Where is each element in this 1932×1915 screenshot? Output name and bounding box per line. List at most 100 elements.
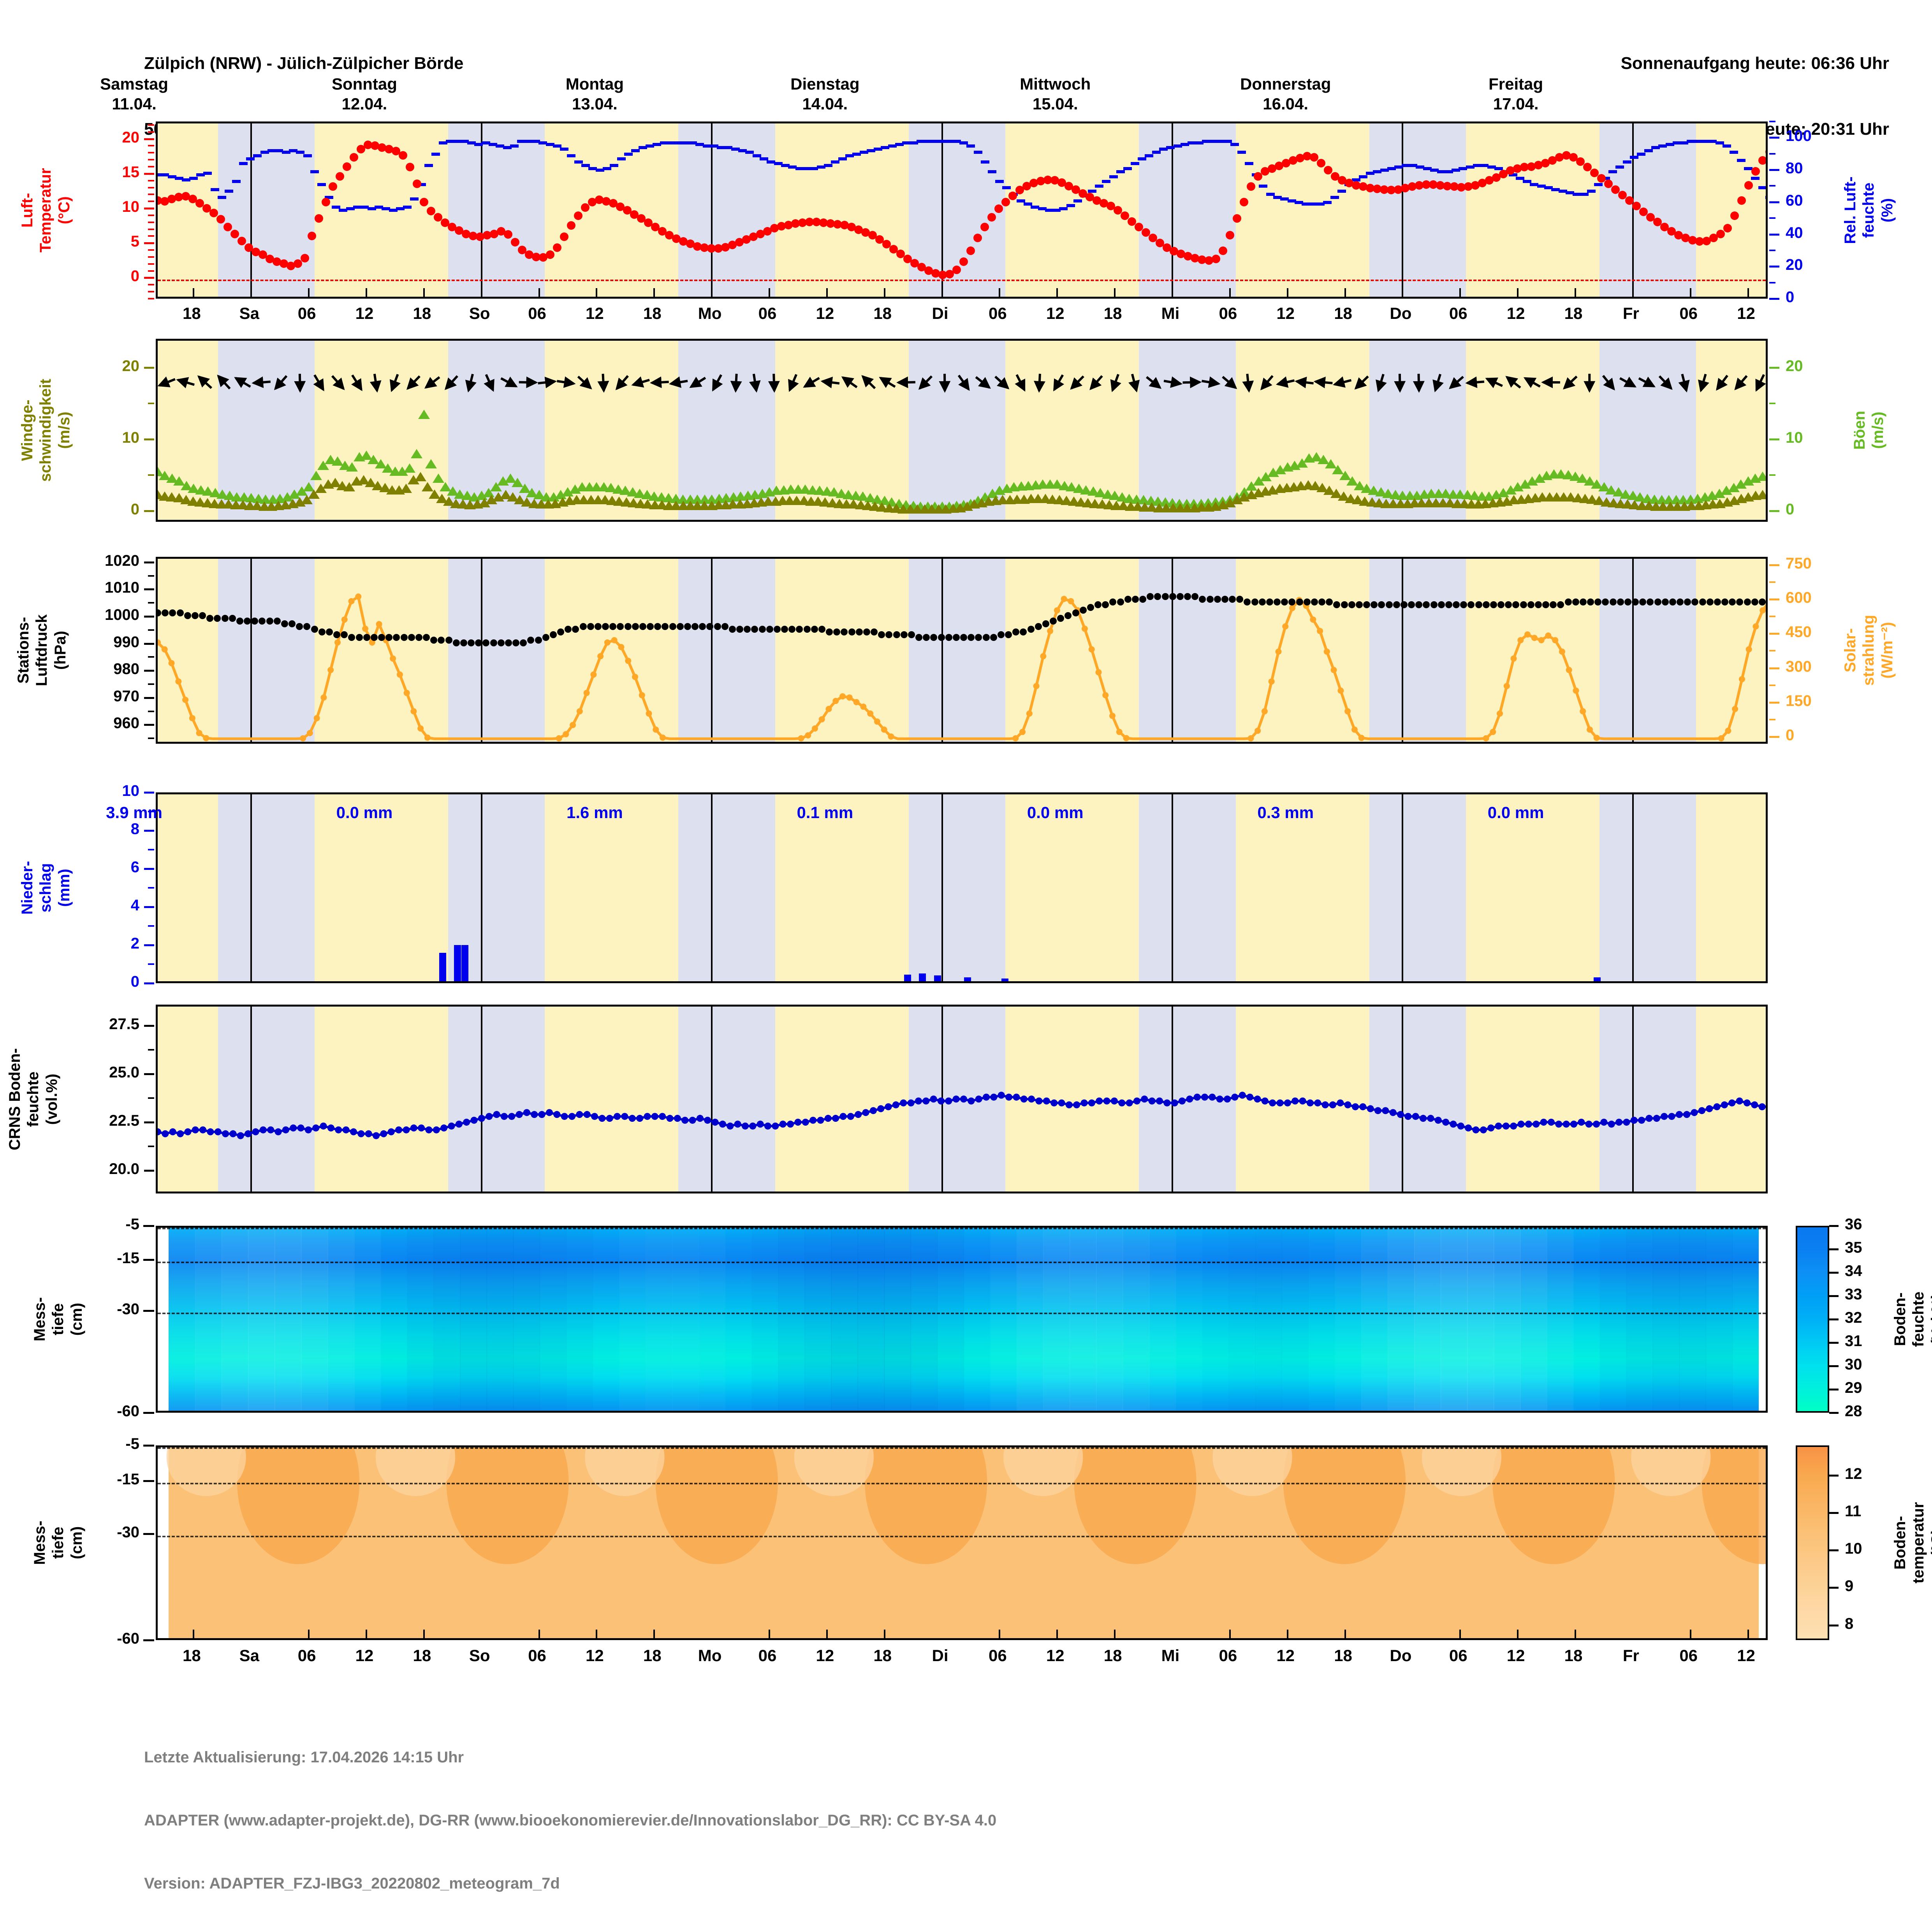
depth-axis-tick [143,1533,154,1535]
precipitation-bar [934,975,941,981]
temperature-marker [1758,156,1767,165]
pressure-marker [281,620,288,627]
axis-tick-label: 8 [131,820,139,838]
day-header-date: 17.04. [1415,94,1617,114]
pressure-marker [699,623,706,630]
temperature-marker [1324,166,1332,174]
axis-tick-label: 10 [122,429,140,447]
axis-minor-tick [1769,367,1775,368]
pressure-marker [833,628,840,635]
axis-title: Böen (m/s) [1842,333,1896,528]
pressure-marker [453,639,460,646]
pressure-marker [1356,601,1363,608]
pressure-marker [744,626,751,633]
depth-gridline [158,1228,1766,1229]
x-axis-tick [596,288,597,297]
axis-minor-tick [148,229,154,230]
humidity-marker [1730,151,1738,154]
axis-tick-label: 0 [1786,727,1794,744]
midnight-gridline [1172,794,1173,981]
axis-minor-tick [1769,201,1775,203]
temperature-marker [1001,198,1010,206]
humidity-marker [1073,199,1082,202]
pressure-marker [318,628,326,635]
pressure-marker [222,615,229,622]
humidity-marker [1138,157,1146,160]
axis-minor-tick [148,474,154,476]
pressure-marker [542,634,549,641]
temperature-marker [581,203,589,212]
day-header-date: 14.04. [724,94,926,114]
pressure-marker [1207,596,1214,603]
pressure-marker [199,612,206,619]
colorbar-tick [1829,1475,1839,1477]
midnight-gridline [1402,123,1403,297]
axis-minor-tick [148,982,154,984]
pressure-marker [1572,598,1579,605]
humidity-marker [574,160,583,164]
humidity-marker [510,144,519,148]
humidity-marker [232,180,241,183]
precipitation-daily-total: 0.0 mm [267,803,462,822]
x-axis-tick [999,288,1000,297]
temperature-marker [980,223,989,231]
plot-temperature-humidity [156,121,1768,299]
wind-direction-arrows [158,341,1768,522]
axis-minor-tick [1769,650,1775,651]
depth-axis-tick [143,1445,154,1447]
colorbar-tick-label: 36 [1845,1216,1862,1233]
axis-minor-tick [148,249,154,251]
pressure-marker [804,626,811,633]
pressure-marker [639,623,646,630]
humidity-marker [1152,151,1161,154]
pressure-marker [1431,601,1438,608]
axis-minor-tick [1769,667,1775,669]
humidity-marker [317,183,326,186]
pressure-marker [177,609,184,616]
precipitation-daily-total: 0.1 mm [728,803,922,822]
humidity-marker [1580,193,1589,196]
axis-minor-tick [1769,685,1775,686]
pressure-marker [1535,601,1542,608]
axis-minor-tick [148,215,154,216]
humidity-marker [753,154,761,157]
x-axis-tick [884,288,885,297]
axis-minor-tick [1769,121,1775,122]
pressure-marker [565,626,572,633]
axis-minor-tick [148,602,154,604]
axis-tick-label: 20 [1786,256,1803,274]
pressure-marker [401,634,408,641]
axis-minor-tick [148,194,154,195]
humidity-marker [603,167,611,170]
colorbar-tick-label: 28 [1845,1403,1862,1420]
axis-tick-label: 300 [1786,658,1812,676]
pressure-marker [923,634,930,641]
axis-tick-label: 100 [1786,127,1812,145]
axis-minor-tick [148,906,154,908]
axis-minor-tick [148,1073,154,1075]
axis-tick-label: 20 [122,129,140,146]
pressure-marker [1035,623,1042,630]
depth-axis-tick [143,1639,154,1641]
midnight-gridline [250,123,252,297]
pressure-marker [669,623,676,630]
x-axis-tick [423,1630,425,1638]
axis-minor-tick [148,256,154,258]
x-axis-tick [1229,288,1231,297]
x-axis-tick [826,1630,828,1638]
humidity-marker [1765,196,1768,199]
pressure-marker [333,631,340,638]
humidity-marker [1259,185,1267,188]
humidity-marker [1223,140,1232,143]
axis-minor-tick [148,575,154,577]
midnight-gridline [711,123,713,297]
daynight-bands [158,794,1766,981]
precipitation-bar [454,945,461,981]
pressure-marker [677,623,684,630]
pressure-marker [647,623,654,630]
axis-tick-label: 970 [113,688,139,705]
midnight-gridline [711,794,713,981]
plot-soil-moisture-profile [156,1226,1768,1413]
